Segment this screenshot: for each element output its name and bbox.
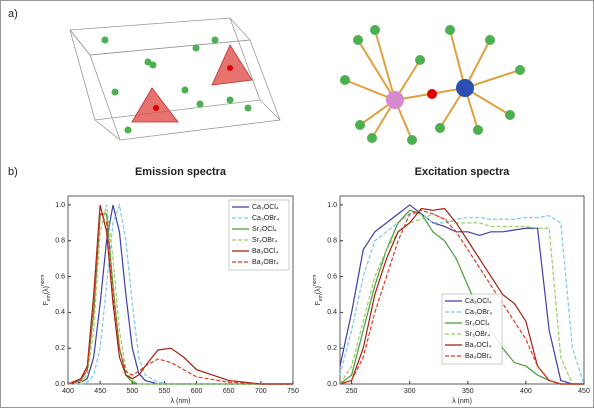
legend-label: Ca₃OBr₄ — [465, 309, 492, 316]
x-tick-label: 300 — [404, 388, 416, 395]
y-tick-label: 0.6 — [55, 273, 65, 280]
x-axis-label: λ (nm) — [452, 398, 472, 405]
x-tick-label: 650 — [223, 388, 235, 395]
y-tick-label: 0.8 — [327, 238, 337, 245]
y-axis-label-part: (λ) — [315, 286, 322, 294]
y-tick-label: 0.4 — [327, 309, 337, 316]
legend-label: Sr₃OCl₄ — [465, 320, 490, 327]
y-tick-label: 0.6 — [327, 273, 337, 280]
legend-label: Ba₃OCl₄ — [252, 248, 278, 255]
legend-label: Ba₃OCl₄ — [465, 342, 491, 349]
x-tick-label: 500 — [126, 388, 138, 395]
legend-label: Ca₃OCl₄ — [465, 298, 492, 305]
y-tick-label: 0.8 — [55, 238, 65, 245]
x-tick-label: 550 — [159, 388, 171, 395]
y-axis-label-part: (λ) — [43, 286, 50, 294]
y-axis-label-part: norm — [40, 275, 46, 286]
y-axis-label-part: em — [46, 294, 52, 301]
chart-title: Excitation spectra — [415, 166, 511, 178]
x-tick-label: 700 — [255, 388, 267, 395]
y-tick-label: 0.0 — [327, 381, 337, 388]
y-tick-label: 0.2 — [55, 345, 65, 352]
x-tick-label: 250 — [346, 388, 358, 395]
legend-label: Sr₃OBr₄ — [252, 237, 277, 244]
y-tick-label: 1.0 — [55, 202, 65, 209]
x-tick-label: 400 — [520, 388, 532, 395]
panel-label: b) — [8, 166, 18, 178]
legend-label: Ca₃OCl₄ — [252, 204, 279, 211]
x-tick-label: 350 — [462, 388, 474, 395]
x-tick-label: 750 — [287, 388, 299, 395]
panel-label: a) — [8, 8, 18, 20]
figure: a) b) E — [0, 0, 594, 408]
chart-title: Emission spectra — [135, 166, 227, 178]
x-tick-label: 600 — [191, 388, 203, 395]
y-axis-label-part: em — [318, 294, 324, 301]
x-tick-label: 400 — [62, 388, 74, 395]
legend-label: Sr₃OCl₄ — [252, 226, 277, 233]
legend-label: Ba₃OBr₄ — [465, 353, 492, 360]
x-tick-label: 450 — [578, 388, 590, 395]
y-tick-label: 0.0 — [55, 381, 65, 388]
x-axis-label: λ (nm) — [171, 398, 191, 405]
y-tick-label: 1.0 — [327, 202, 337, 209]
legend-label: Sr₃OBr₄ — [465, 331, 490, 338]
legend-label: Ca₃OBr₄ — [252, 215, 279, 222]
x-tick-label: 450 — [94, 388, 106, 395]
y-axis-label-part: norm — [312, 275, 318, 286]
y-tick-label: 0.2 — [327, 345, 337, 352]
legend-label: Ba₃OBr₄ — [252, 259, 279, 266]
y-tick-label: 0.4 — [55, 309, 65, 316]
